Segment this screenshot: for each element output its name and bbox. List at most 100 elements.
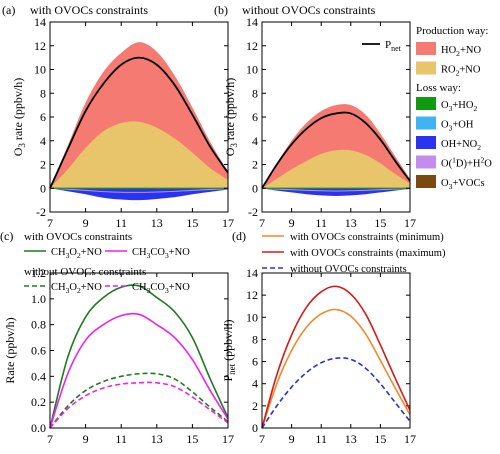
- plot-frame: [261, 21, 411, 213]
- y-tick-label: 6: [40, 110, 46, 124]
- legend-swatch: [416, 61, 436, 75]
- y-tick-label: 14: [246, 266, 258, 280]
- y-tick-label: 8: [252, 86, 258, 100]
- legend-series-label: with OVOCs constraints (maximum): [290, 248, 446, 259]
- y-tick-label: 0.4: [31, 369, 46, 383]
- series-line: [261, 357, 411, 429]
- legend-swatch: [416, 42, 436, 55]
- y-tick-label: 10: [246, 310, 258, 324]
- series-line: [261, 285, 411, 429]
- y-tick-label: 0: [40, 181, 46, 195]
- legend-loss-header: Loss way:: [416, 82, 461, 94]
- legend-item-label: HO2+NO: [441, 45, 481, 58]
- x-tick-label: 9: [289, 216, 295, 230]
- y-tick-label: 2: [252, 158, 258, 172]
- y-tick-label: 4: [252, 377, 258, 391]
- legend-swatch: [416, 175, 436, 188]
- x-tick-label: 7: [47, 216, 53, 230]
- x-tick-label: 11: [315, 432, 327, 446]
- legend-header-with: with OVOCs constraints: [24, 231, 132, 243]
- panel-label: (a): [2, 3, 15, 17]
- y-tick-label: 10: [246, 63, 258, 77]
- y-tick-label: 1.2: [31, 266, 46, 280]
- legend-series-label: CH3O2+NO: [51, 282, 102, 295]
- x-tick-label: 13: [345, 216, 357, 230]
- y-tick-label: 0.6: [31, 344, 46, 358]
- y-tick-label: 4: [252, 134, 258, 148]
- series-line: [49, 381, 229, 429]
- legend-item-label: OH+NO2: [441, 139, 481, 152]
- x-tick-label: 13: [151, 432, 163, 446]
- y-tick-label: 14: [34, 15, 46, 29]
- y-tick-label: 10: [34, 63, 46, 77]
- legend-swatch: [416, 97, 436, 110]
- x-tick-label: 15: [186, 216, 198, 230]
- y-tick-label: 8: [252, 332, 258, 346]
- x-tick-label: 17: [222, 432, 234, 446]
- legend-production-header: Production way:: [416, 25, 488, 37]
- y-tick-label: 0: [252, 421, 258, 435]
- x-tick-label: 11: [115, 432, 127, 446]
- legend-series-label: with OVOCs constraints (minimum): [290, 232, 444, 243]
- legend-item-label: O(1D)+H2O: [441, 156, 492, 170]
- series-line: [49, 284, 229, 429]
- x-tick-label: 17: [222, 216, 234, 230]
- x-tick-label: 17: [404, 432, 416, 446]
- y-tick-label: 6: [252, 110, 258, 124]
- area-ro2-no: [262, 149, 410, 189]
- x-tick-label: 9: [289, 432, 295, 446]
- legend-series-label: without OVOCs constraints: [290, 264, 407, 275]
- panel-title: with OVOCs constraints: [30, 3, 148, 17]
- y-axis-label: Rate (ppbv/h): [3, 317, 17, 383]
- y-tick-label: 8: [40, 86, 46, 100]
- y-tick-label: 0.8: [31, 318, 46, 332]
- series-line: [49, 312, 229, 429]
- x-tick-label: 7: [259, 432, 265, 446]
- y-axis-label: O3 rate (ppbv/h): [11, 78, 27, 156]
- y-tick-label: 2: [252, 399, 258, 413]
- x-tick-label: 7: [259, 216, 265, 230]
- y-axis-label: O3 rate (ppbv/h): [223, 78, 239, 156]
- legend-item-label: O3+VOCs: [441, 178, 485, 191]
- legend-series-label: CH3CO3+NO: [132, 282, 190, 295]
- plot-frame: [49, 272, 229, 429]
- x-tick-label: 13: [345, 432, 357, 446]
- y-tick-label: -2: [248, 205, 258, 219]
- y-tick-label: 2: [40, 158, 46, 172]
- plot-frame: [49, 21, 229, 213]
- y-tick-label: 6: [252, 355, 258, 369]
- x-tick-label: 15: [374, 432, 386, 446]
- x-tick-label: 11: [315, 216, 327, 230]
- legend-item-label: O3+OH: [441, 120, 474, 133]
- x-tick-label: 15: [374, 216, 386, 230]
- series-line: [261, 308, 411, 429]
- y-tick-label: 12: [246, 288, 258, 302]
- y-tick-label: 0: [252, 181, 258, 195]
- y-tick-label: 12: [246, 39, 258, 53]
- y-tick-label: 0.0: [31, 421, 46, 435]
- x-tick-label: 9: [83, 432, 89, 446]
- plot-frame: [261, 272, 411, 429]
- area-o1d-edge: [49, 187, 229, 193]
- panel-title: without OVOCs constraints: [242, 3, 376, 17]
- y-tick-label: -2: [36, 205, 46, 219]
- y-axis-label: Pnet (ppbv/h): [221, 319, 237, 381]
- area-ro2-no: [50, 121, 228, 189]
- panel-label: (c): [0, 229, 13, 243]
- legend-series-label: CH3O2+NO: [51, 247, 102, 260]
- legend-pnet-label: Pnet: [385, 39, 402, 53]
- area-o1d-edge: [261, 187, 411, 192]
- legend-series-label: CH3CO3+NO: [132, 247, 190, 260]
- x-tick-label: 11: [115, 216, 127, 230]
- y-tick-label: 0.2: [31, 395, 46, 409]
- panel-label: (d): [232, 229, 246, 243]
- legend-swatch: [416, 155, 436, 169]
- x-tick-label: 9: [83, 216, 89, 230]
- legend-item-label: O3+HO2: [441, 100, 477, 113]
- x-tick-label: 15: [186, 432, 198, 446]
- series-line: [49, 372, 229, 429]
- x-tick-label: 7: [47, 432, 53, 446]
- x-tick-label: 17: [404, 216, 416, 230]
- legend-item-label: RO2+NO: [441, 65, 481, 78]
- pnet-line: [49, 56, 229, 189]
